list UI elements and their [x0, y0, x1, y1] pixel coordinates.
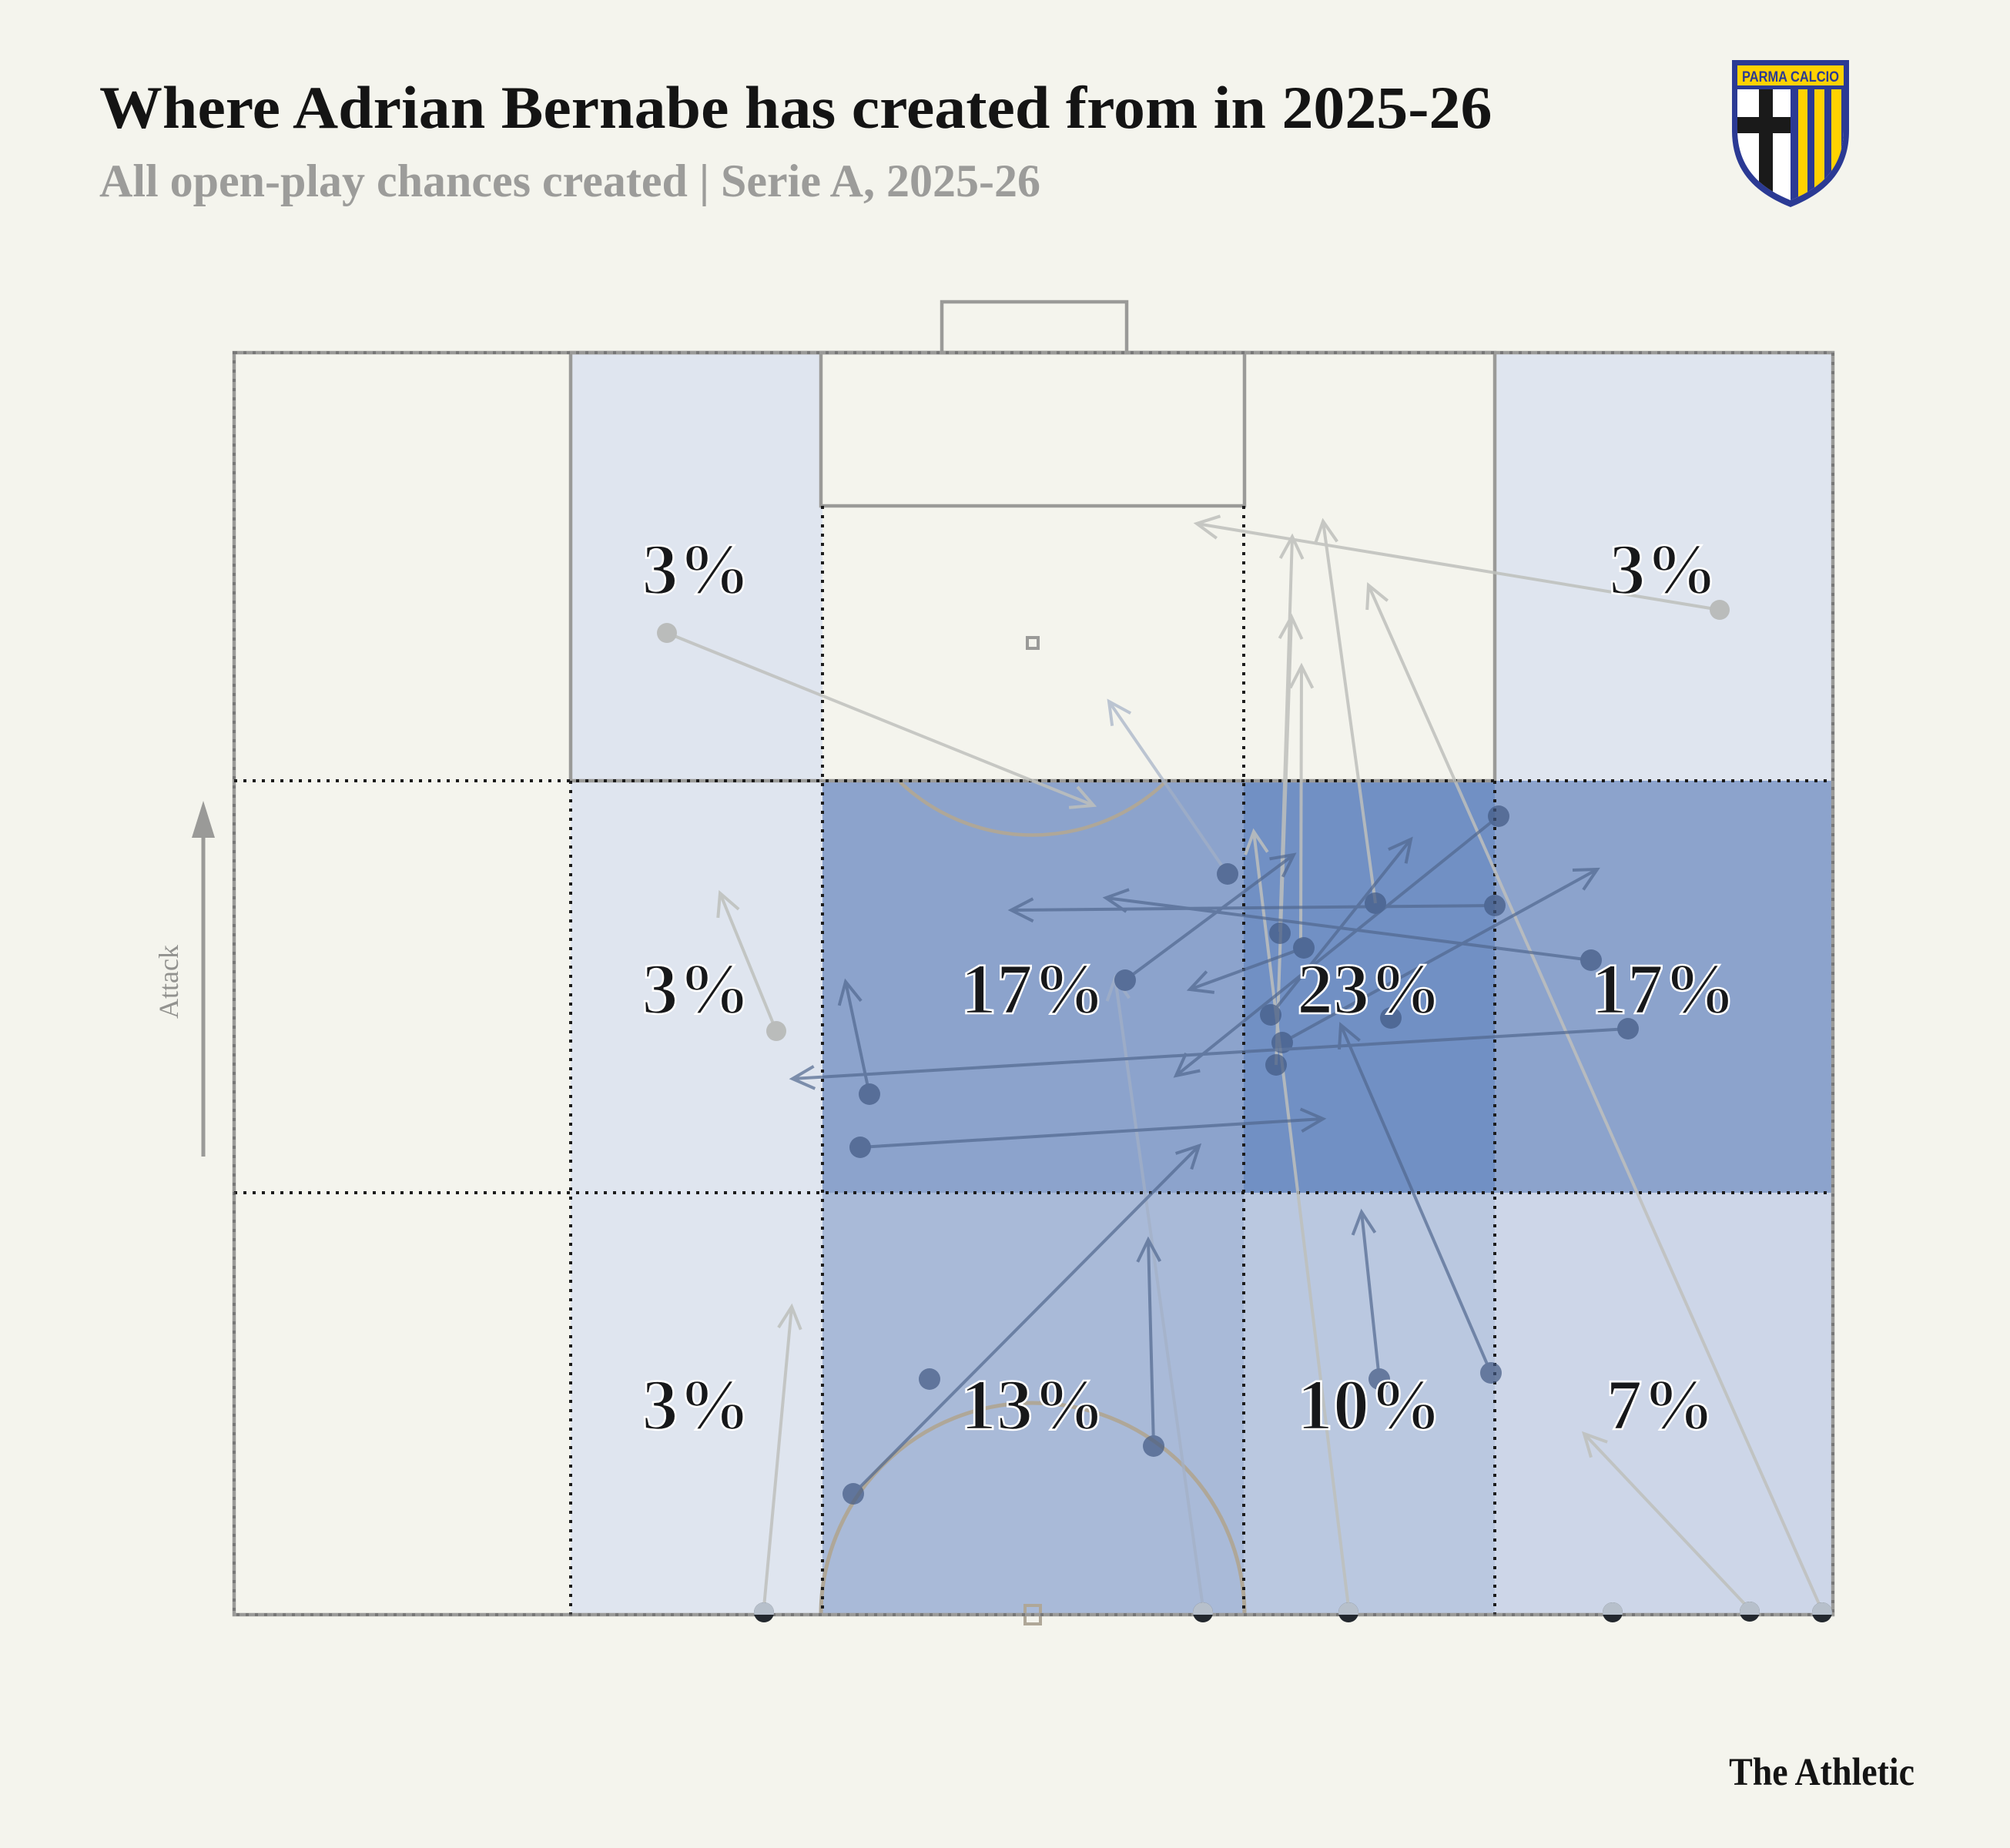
svg-text:3%: 3%	[642, 949, 751, 1029]
svg-text:3%: 3%	[642, 530, 751, 610]
svg-text:17%: 17%	[1591, 949, 1736, 1029]
svg-text:The Athletic: The Athletic	[1729, 1751, 1915, 1794]
svg-text:All open-play chances created: All open-play chances created | Serie A,…	[99, 156, 1040, 206]
svg-text:Attack: Attack	[153, 945, 184, 1019]
svg-text:17%: 17%	[960, 949, 1105, 1029]
svg-text:3%: 3%	[1610, 530, 1718, 610]
svg-text:13%: 13%	[960, 1365, 1105, 1445]
svg-text:7%: 7%	[1606, 1365, 1715, 1445]
svg-text:10%: 10%	[1297, 1365, 1442, 1445]
svg-text:3%: 3%	[642, 1365, 751, 1445]
svg-text:23%: 23%	[1297, 949, 1442, 1029]
svg-text:PARMA CALCIO: PARMA CALCIO	[1742, 69, 1839, 85]
svg-text:Where Adrian Bernabe has creat: Where Adrian Bernabe has created from in…	[99, 75, 1492, 142]
